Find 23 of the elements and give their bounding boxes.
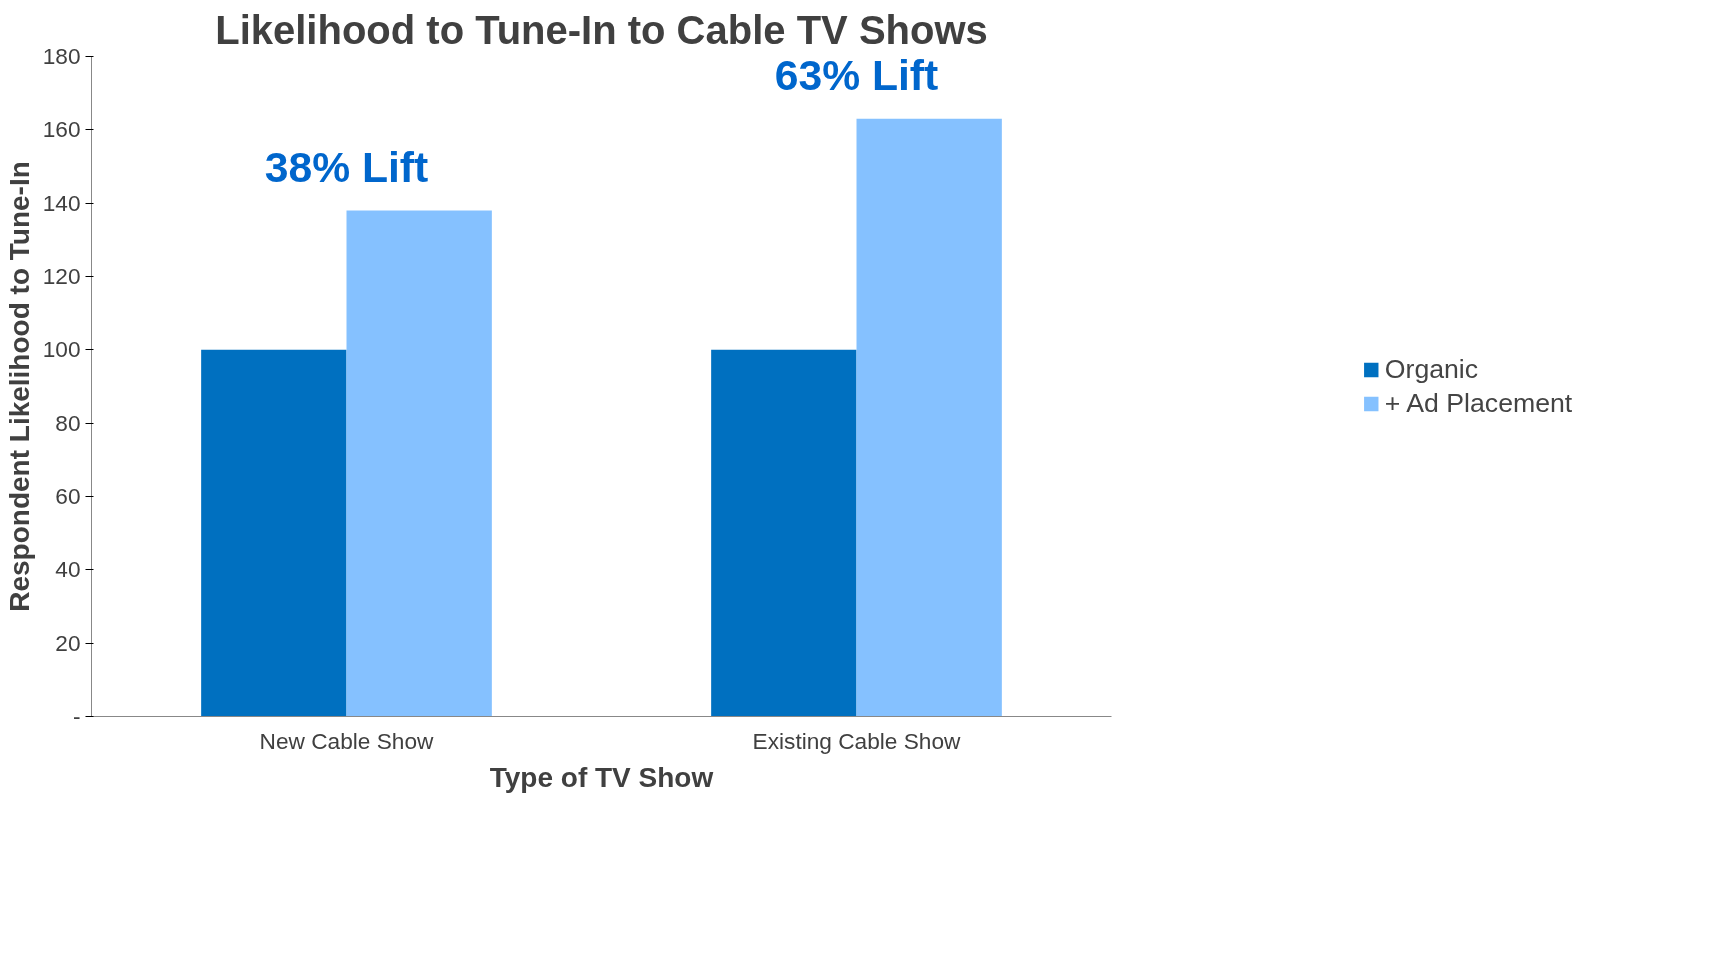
y-tick-label: 20 xyxy=(55,629,81,656)
y-axis-title: Respondent Likelihood to Tune-In xyxy=(3,161,35,612)
bar xyxy=(856,118,1002,717)
legend-label: Organic xyxy=(1384,353,1479,385)
annotation: 63% Lift xyxy=(774,51,939,100)
annotation: 38% Lift xyxy=(264,142,429,191)
y-tick-label: 140 xyxy=(42,189,81,216)
y-tick-label: - xyxy=(72,703,81,729)
y-tick-label: 60 xyxy=(55,483,81,509)
legend-label: + Ad Placement xyxy=(1384,387,1573,419)
y-tick-label: 80 xyxy=(55,409,81,436)
x-tick-label: New Cable Show xyxy=(259,727,435,754)
y-tick-label: 120 xyxy=(42,263,81,289)
bar xyxy=(711,349,857,717)
bar xyxy=(346,210,492,717)
y-tick-label: 100 xyxy=(42,336,81,363)
x-tick-label: Existing Cable Show xyxy=(752,727,962,754)
y-tick-label: 160 xyxy=(42,116,81,143)
y-tick-label: 40 xyxy=(55,556,81,583)
y-tick-label: 180 xyxy=(42,43,81,69)
chart-title: Likelihood to Tune-In to Cable TV Shows xyxy=(215,7,988,52)
x-axis-title: Type of TV Show xyxy=(489,761,714,793)
bar xyxy=(201,349,347,717)
